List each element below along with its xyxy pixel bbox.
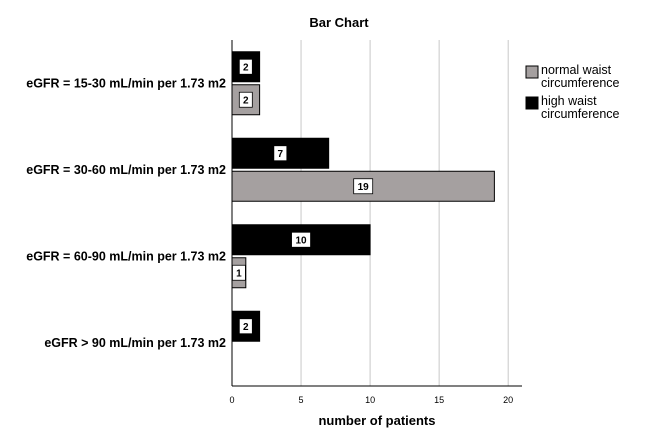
data-label-box	[238, 91, 253, 108]
x-tick-label: 20	[503, 395, 513, 405]
data-label-box	[273, 145, 288, 162]
category-labels: eGFR = 15-30 mL/min per 1.73 m2 eGFR = 30…	[26, 76, 226, 350]
x-tick-label: 15	[434, 395, 444, 405]
legend-label: high waist	[541, 94, 597, 108]
data-label: 10	[295, 235, 307, 246]
legend-label: circumference	[541, 107, 620, 121]
data-label: 19	[358, 182, 370, 193]
data-label-box	[353, 178, 374, 195]
category-label: eGFR = 15-30 mL/min per 1.73 m2	[26, 76, 226, 90]
data-label-box	[291, 231, 311, 248]
category-label: eGFR = 30-60 mL/min per 1.73 m2	[26, 163, 226, 177]
legend-swatch	[525, 96, 539, 110]
data-label: 7	[278, 149, 284, 160]
x-tick-label: 10	[365, 395, 375, 405]
data-label-box	[238, 58, 253, 75]
category-label: eGFR > 90 mL/min per 1.73 m2	[44, 336, 226, 350]
x-axis-title: number of patients	[318, 413, 435, 428]
legend-swatch	[525, 65, 539, 79]
x-tick-label: 0	[229, 395, 234, 405]
x-tick-labels: 0 5 10 15 20	[229, 395, 513, 405]
bars-group: 2 2 7 19 10 1 2	[231, 51, 495, 342]
legend-label: normal waist	[541, 63, 612, 77]
data-label-box	[238, 318, 253, 335]
data-label: 2	[243, 322, 249, 333]
data-label: 1	[236, 268, 242, 279]
x-tick-label: 5	[299, 395, 304, 405]
axes-group	[231, 40, 522, 387]
data-label: 2	[243, 95, 249, 106]
chart-title: Bar Chart	[309, 15, 369, 30]
category-label: eGFR = 60-90 mL/min per 1.73 m2	[26, 249, 226, 263]
data-label: 2	[243, 62, 249, 73]
gridlines	[300, 40, 509, 386]
legend-label: circumference	[541, 76, 620, 90]
